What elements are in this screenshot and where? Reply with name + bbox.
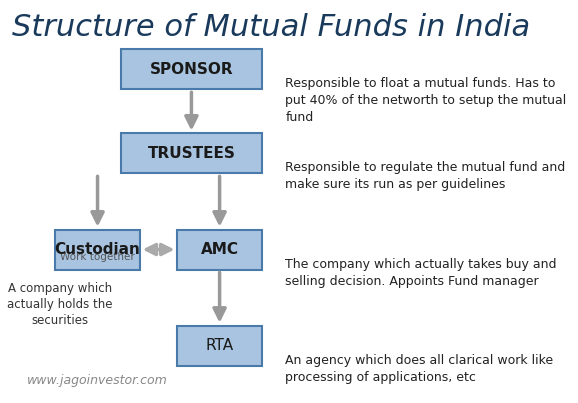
Text: The company which actually takes buy and
selling decision. Appoints Fund manager: The company which actually takes buy and… (286, 258, 557, 287)
FancyBboxPatch shape (177, 230, 262, 270)
Text: An agency which does all clarical work like
processing of applications, etc: An agency which does all clarical work l… (286, 353, 553, 384)
Text: SPONSOR: SPONSOR (150, 62, 234, 77)
FancyBboxPatch shape (121, 133, 262, 173)
Text: TRUSTEES: TRUSTEES (147, 146, 235, 161)
Text: Custodian: Custodian (54, 242, 140, 257)
Text: Responsible to regulate the mutual fund and
make sure its run as per guidelines: Responsible to regulate the mutual fund … (286, 162, 565, 191)
Text: www.jagoinvestor.com: www.jagoinvestor.com (27, 374, 168, 386)
FancyBboxPatch shape (121, 50, 262, 89)
Text: A company which
actually holds the
securities: A company which actually holds the secur… (8, 282, 113, 326)
FancyBboxPatch shape (177, 326, 262, 366)
Text: Responsible to float a mutual funds. Has to
put 40% of the networth to setup the: Responsible to float a mutual funds. Has… (286, 77, 566, 125)
Text: Structure of Mutual Funds in India: Structure of Mutual Funds in India (12, 13, 531, 42)
Text: Work together: Work together (60, 251, 135, 262)
Text: AMC: AMC (201, 242, 239, 257)
Text: RTA: RTA (206, 338, 234, 353)
FancyBboxPatch shape (55, 230, 140, 270)
